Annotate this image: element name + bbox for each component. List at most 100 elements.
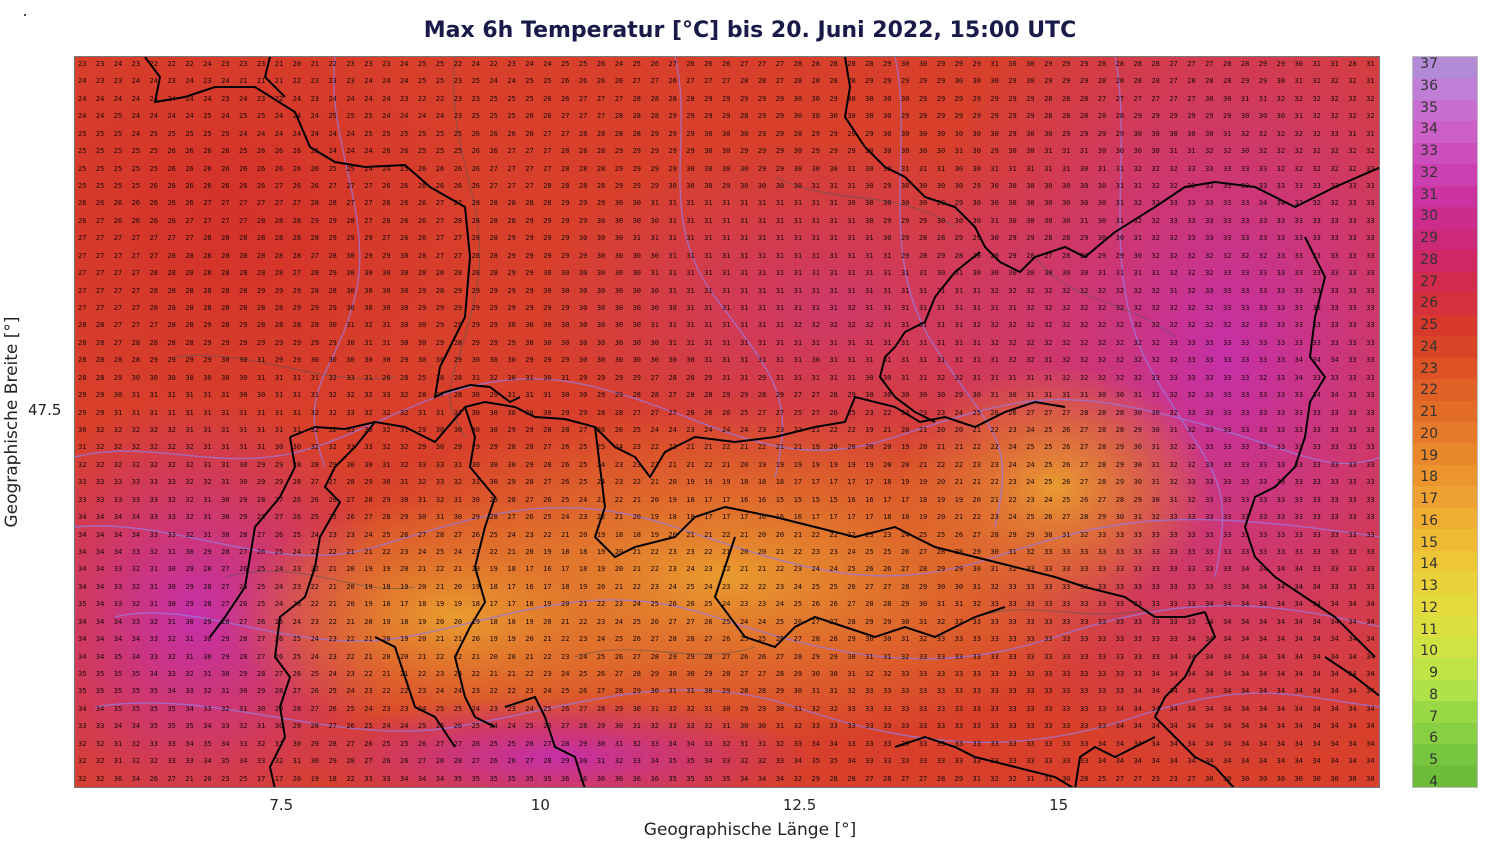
grid-value: 32 [1169, 165, 1177, 173]
grid-value: 20 [901, 427, 909, 434]
grid-value: 33 [1295, 235, 1303, 242]
colorbar-label: 8 [1412, 687, 1438, 703]
grid-value: 28 [1062, 95, 1070, 103]
grid-value: 22 [489, 61, 497, 68]
grid-value: 25 [579, 461, 587, 469]
grid-value: 34 [1312, 671, 1320, 678]
grid-value: 21 [973, 427, 981, 434]
grid-value: 26 [650, 61, 658, 68]
grid-value: 31 [382, 322, 390, 329]
grid-value: 31 [1080, 148, 1088, 155]
grid-value: 26 [150, 217, 158, 225]
grid-value: 27 [865, 583, 873, 591]
grid-value: 33 [1134, 601, 1142, 608]
grid-value: 28 [615, 113, 623, 120]
grid-value: 29 [990, 148, 998, 155]
grid-value: 19 [507, 636, 515, 643]
grid-value: 30 [311, 758, 319, 765]
grid-value: 29 [758, 130, 766, 138]
grid-value: 33 [167, 740, 175, 748]
grid-value: 35 [132, 705, 140, 713]
grid-value: 31 [776, 357, 784, 364]
grid-value: 33 [1259, 235, 1267, 242]
grid-value: 30 [203, 374, 211, 382]
grid-value: 28 [311, 723, 319, 730]
grid-value: 30 [1008, 217, 1016, 225]
grid-value: 31 [740, 200, 748, 207]
grid-value: 31 [150, 392, 158, 399]
grid-value: 27 [812, 409, 820, 417]
grid-value: 21 [328, 583, 336, 591]
grid-value: 24 [346, 95, 354, 103]
grid-value: 28 [1080, 95, 1088, 103]
grid-value: 26 [257, 183, 265, 190]
grid-value: 29 [311, 305, 319, 312]
grid-value: 29 [400, 514, 408, 521]
grid-value: 30 [1044, 531, 1052, 539]
grid-value: 29 [1080, 78, 1088, 85]
grid-value: 33 [1169, 339, 1177, 347]
grid-value: 30 [973, 148, 981, 155]
grid-value: 29 [239, 339, 247, 347]
grid-value: 21 [615, 514, 623, 521]
grid-value: 29 [829, 653, 837, 661]
grid-value: 23 [686, 427, 694, 434]
grid-value: 30 [543, 270, 551, 277]
colorbar-label: 36 [1412, 78, 1438, 94]
grid-value: 23 [865, 409, 873, 417]
grid-value: 30 [865, 374, 873, 382]
grid-value: 30 [1098, 148, 1106, 155]
grid-value: 23 [489, 705, 497, 713]
grid-value: 34 [1348, 740, 1356, 748]
grid-value: 26 [311, 688, 319, 695]
grid-value: 23 [382, 705, 390, 713]
map-title: Max 6h Temperatur [°C] bis 20. Juni 2022… [0, 18, 1500, 43]
grid-value: 26 [400, 148, 408, 155]
grid-value: 30 [973, 200, 981, 207]
grid-value: 31 [1080, 392, 1088, 399]
grid-value: 27 [436, 740, 444, 748]
grid-value: 29 [776, 165, 784, 173]
grid-value: 25 [633, 61, 641, 68]
grid-value: 26 [561, 705, 569, 713]
colorbar-label: 26 [1412, 295, 1438, 311]
grid-value: 33 [919, 740, 927, 748]
grid-value: 25 [507, 95, 515, 103]
grid-value: 25 [507, 740, 515, 748]
grid-value: 33 [1312, 235, 1320, 242]
grid-value: 31 [758, 357, 766, 364]
grid-value: 33 [883, 723, 891, 730]
grid-value: 29 [489, 287, 497, 295]
grid-value: 33 [1348, 531, 1356, 539]
grid-value: 27 [776, 653, 784, 661]
grid-value: 31 [937, 287, 945, 295]
grid-value: 27 [704, 636, 712, 643]
grid-value: 29 [239, 514, 247, 521]
grid-value: 28 [185, 252, 193, 260]
grid-value: 31 [847, 374, 855, 382]
grid-value: 28 [1098, 78, 1106, 85]
grid-value: 20 [400, 566, 408, 573]
grid-value: 25 [489, 95, 497, 103]
grid-value: 28 [203, 235, 211, 242]
grid-value: 33 [901, 758, 909, 765]
temperature-map[interactable]: 23 23 24 23 22 22 22 24 23 23 23 21 20 21 22 23 23 23 24 25… [74, 56, 1380, 788]
grid-value: 33 [990, 705, 998, 713]
grid-value: 28 [1080, 409, 1088, 417]
grid-value: 32 [167, 427, 175, 434]
grid-value: 33 [418, 461, 426, 469]
grid-value: 33 [901, 740, 909, 748]
grid-value: 34 [1295, 601, 1303, 608]
grid-value: 21 [955, 479, 963, 486]
grid-value: 19 [722, 479, 730, 486]
grid-value: 33 [1348, 322, 1356, 329]
grid-value: 23 [1008, 479, 1016, 486]
grid-value: 25 [436, 130, 444, 138]
grid-value: 29 [758, 95, 766, 103]
grid-value: 31 [847, 287, 855, 295]
grid-value: 33 [1366, 270, 1374, 277]
grid-value: 30 [794, 688, 802, 695]
grid-value: 26 [167, 200, 175, 207]
grid-value: 28 [275, 235, 283, 242]
grid-value: 27 [1080, 461, 1088, 469]
